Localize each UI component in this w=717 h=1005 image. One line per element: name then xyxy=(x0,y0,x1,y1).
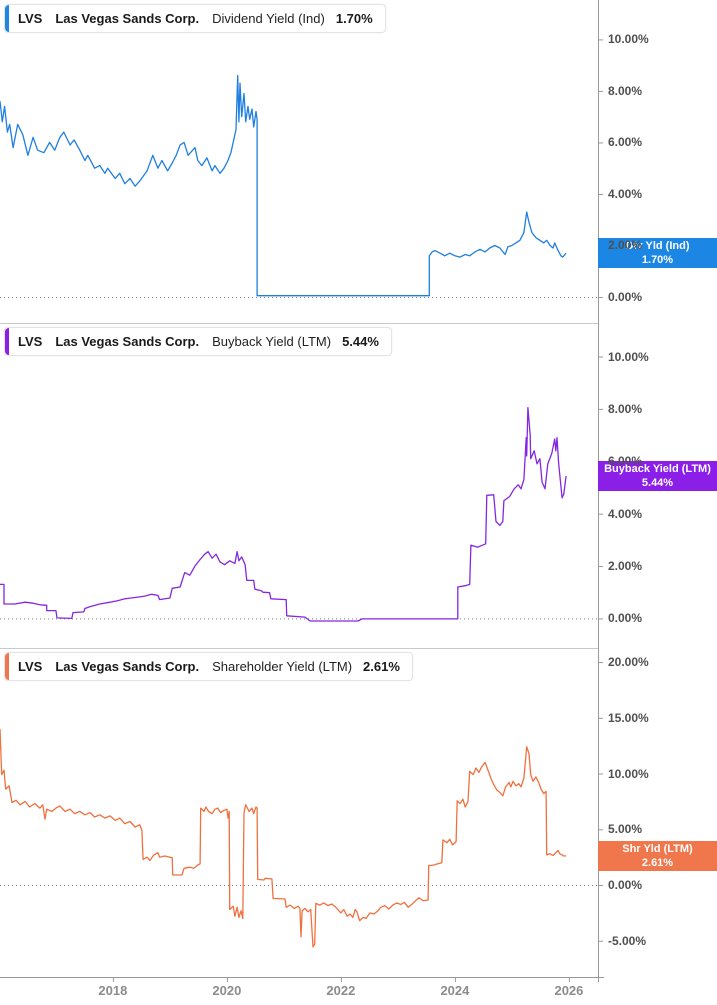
pill-label: Div Yld (Ind) xyxy=(625,239,690,252)
company-label: Las Vegas Sands Corp. xyxy=(55,659,200,674)
last-value-pill-shareholder-yield: Shr Yld (LTM) 2.61% xyxy=(598,840,717,871)
x-axis-tick-label: 2018 xyxy=(98,983,128,998)
series-line-buyback-yield-ltm- xyxy=(0,406,567,622)
pill-value: 1.70% xyxy=(641,254,674,267)
legend-dividend-yield[interactable]: LVS Las Vegas Sands Corp. Dividend Yield… xyxy=(4,4,386,33)
series-color-bar xyxy=(5,328,9,355)
metric-label: Shareholder Yield (LTM) xyxy=(212,659,353,674)
ticker-label: LVS xyxy=(18,659,43,674)
last-value-pill-buyback-yield: Buyback Yield (LTM) 5.44% xyxy=(598,460,717,491)
y-axis-tick-label: 0.00% xyxy=(608,611,643,626)
legend-buyback-yield[interactable]: LVS Las Vegas Sands Corp. Buyback Yield … xyxy=(4,327,392,356)
y-axis-tick-label: 8.00% xyxy=(608,401,643,416)
series-line-dividend-yield-ind- xyxy=(0,74,567,297)
y-axis-tick-label: 2.00% xyxy=(608,559,643,574)
last-value-pill-dividend-yield: Div Yld (Ind) 1.70% xyxy=(598,238,717,269)
y-axis-tick-label: 4.00% xyxy=(608,506,643,521)
x-axis-tick-label: 2026 xyxy=(554,983,584,998)
ticker-label: LVS xyxy=(18,11,43,26)
series-line-shareholder-yield-ltm- xyxy=(0,728,567,948)
metric-value: 5.44% xyxy=(342,334,379,349)
y-axis-tick-label: 10.00% xyxy=(608,766,649,781)
company-label: Las Vegas Sands Corp. xyxy=(55,334,200,349)
legend-shareholder-yield[interactable]: LVS Las Vegas Sands Corp. Shareholder Yi… xyxy=(4,652,413,681)
y-axis-tick-label: 10.00% xyxy=(608,349,649,364)
metric-value: 2.61% xyxy=(363,659,400,674)
y-axis-tick-label: 10.00% xyxy=(608,32,649,47)
x-axis-tick-label: 2020 xyxy=(212,983,242,998)
pill-value: 5.44% xyxy=(641,476,674,489)
y-axis-tick-label: -5.00% xyxy=(608,933,647,948)
y-axis-tick-label: 15.00% xyxy=(608,710,649,725)
y-axis-tick-label: 6.00% xyxy=(608,135,643,150)
ticker-label: LVS xyxy=(18,334,43,349)
pill-label: Buyback Yield (LTM) xyxy=(604,462,711,475)
x-axis-tick-label: 2022 xyxy=(326,983,356,998)
metric-label: Buyback Yield (LTM) xyxy=(212,334,332,349)
series-color-bar xyxy=(5,5,9,32)
y-axis-tick-label: 8.00% xyxy=(608,83,643,98)
metric-label: Dividend Yield (Ind) xyxy=(212,11,325,26)
x-axis-tick-label: 2024 xyxy=(440,983,470,998)
metric-value: 1.70% xyxy=(335,11,373,26)
y-axis-tick-label: 0.00% xyxy=(608,289,643,304)
pill-label: Shr Yld (LTM) xyxy=(622,842,693,855)
y-axis-tick-label: 5.00% xyxy=(608,822,643,837)
pill-value: 2.61% xyxy=(641,856,674,869)
series-color-bar xyxy=(5,653,9,680)
y-axis-tick-label: 20.00% xyxy=(608,655,649,670)
company-label: Las Vegas Sands Corp. xyxy=(55,11,200,26)
y-axis-tick-label: 2.00% xyxy=(608,238,643,253)
y-axis-tick-label: 0.00% xyxy=(608,878,643,893)
y-axis-tick-label: 4.00% xyxy=(608,186,643,201)
y-axis-tick-label: 6.00% xyxy=(608,454,643,469)
